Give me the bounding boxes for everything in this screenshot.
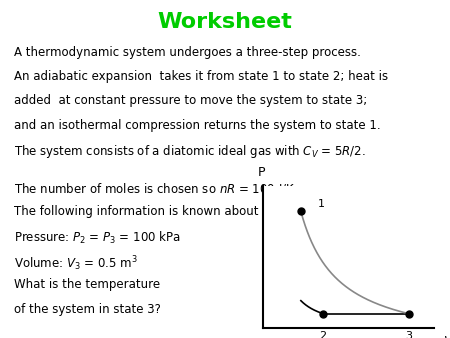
Text: of the system in state 3?: of the system in state 3? — [14, 303, 160, 315]
Text: 1: 1 — [318, 199, 325, 209]
Text: Volume: $V_3$ = 0.5 m$^3$: Volume: $V_3$ = 0.5 m$^3$ — [14, 254, 137, 272]
Text: 2: 2 — [320, 331, 327, 338]
Text: The number of moles is chosen so $nR$ = 100 J/K.: The number of moles is chosen so $nR$ = … — [14, 181, 297, 198]
Text: and an isothermal compression returns the system to state 1.: and an isothermal compression returns th… — [14, 119, 380, 131]
Text: P: P — [258, 166, 266, 179]
Text: Worksheet: Worksheet — [158, 12, 292, 32]
Text: 3: 3 — [405, 331, 412, 338]
Text: The system consists of a diatomic ideal gas with $C_V$ = 5$R$/2.: The system consists of a diatomic ideal … — [14, 143, 365, 160]
Text: Pressure: $P_2$ = $P_3$ = 100 kPa: Pressure: $P_2$ = $P_3$ = 100 kPa — [14, 230, 180, 246]
Text: A thermodynamic system undergoes a three-step process.: A thermodynamic system undergoes a three… — [14, 46, 360, 58]
Text: What is the temperature: What is the temperature — [14, 278, 160, 291]
Text: V: V — [443, 335, 450, 338]
Text: The following information is known about states 2 and 3.: The following information is known about… — [14, 205, 350, 218]
Text: added  at constant pressure to move the system to state 3;: added at constant pressure to move the s… — [14, 94, 367, 107]
Text: An adiabatic expansion  takes it from state 1 to state 2; heat is: An adiabatic expansion takes it from sta… — [14, 70, 387, 83]
